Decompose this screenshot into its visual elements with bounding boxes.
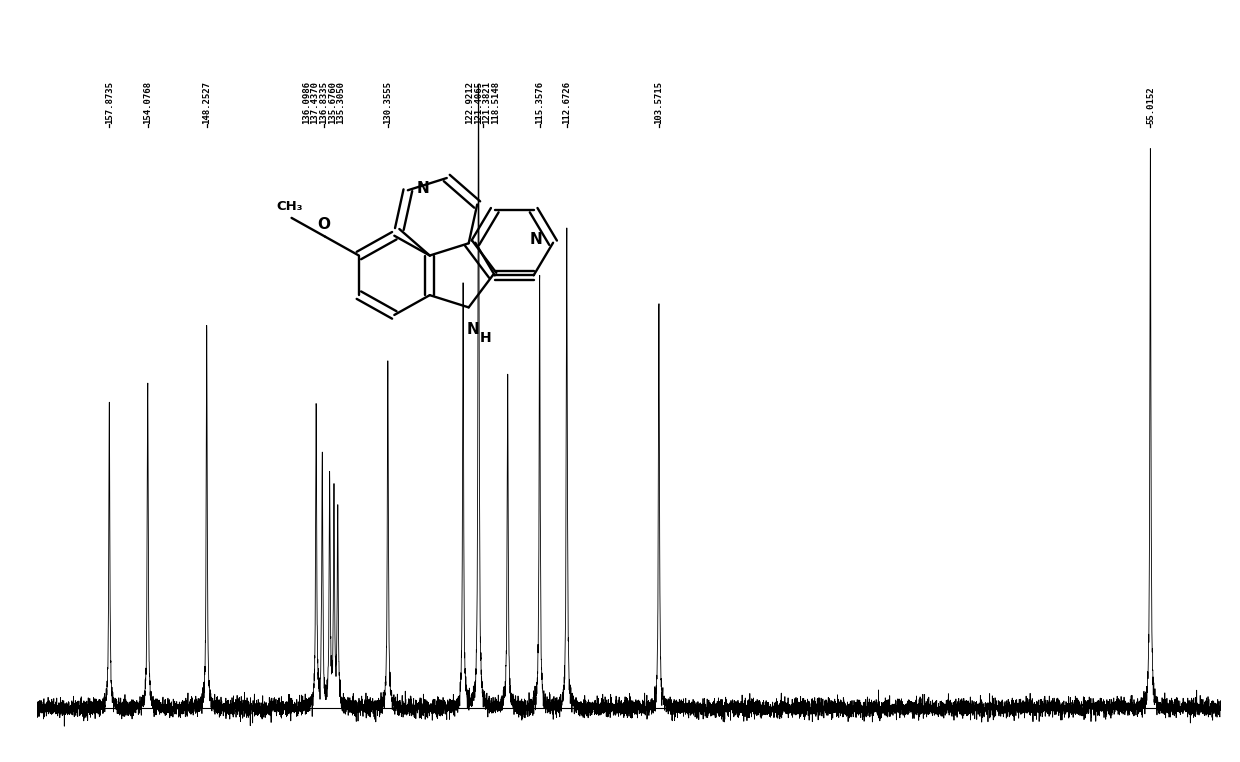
Text: 122.9212
121.4065
121.3821
118.5148: 122.9212 121.4065 121.3821 118.5148 [465, 82, 500, 124]
Text: 154.0768: 154.0768 [144, 82, 153, 124]
Text: 103.5715: 103.5715 [655, 82, 663, 124]
Text: N: N [531, 232, 543, 247]
Text: CH₃: CH₃ [277, 200, 303, 213]
Text: 115.3576: 115.3576 [536, 82, 544, 124]
Text: 157.8735: 157.8735 [105, 82, 114, 124]
Text: 112.6726: 112.6726 [562, 82, 572, 124]
Text: H: H [480, 331, 491, 344]
Text: N: N [417, 181, 429, 196]
Text: 55.0152: 55.0152 [1146, 87, 1154, 124]
Text: 130.3555: 130.3555 [383, 82, 392, 124]
Text: 136.0986
137.4370
136.8335
135.6760
135.3050: 136.0986 137.4370 136.8335 135.6760 135.… [301, 82, 346, 124]
Text: N: N [466, 322, 479, 338]
Text: 148.2527: 148.2527 [202, 82, 211, 124]
Text: O: O [317, 216, 330, 232]
